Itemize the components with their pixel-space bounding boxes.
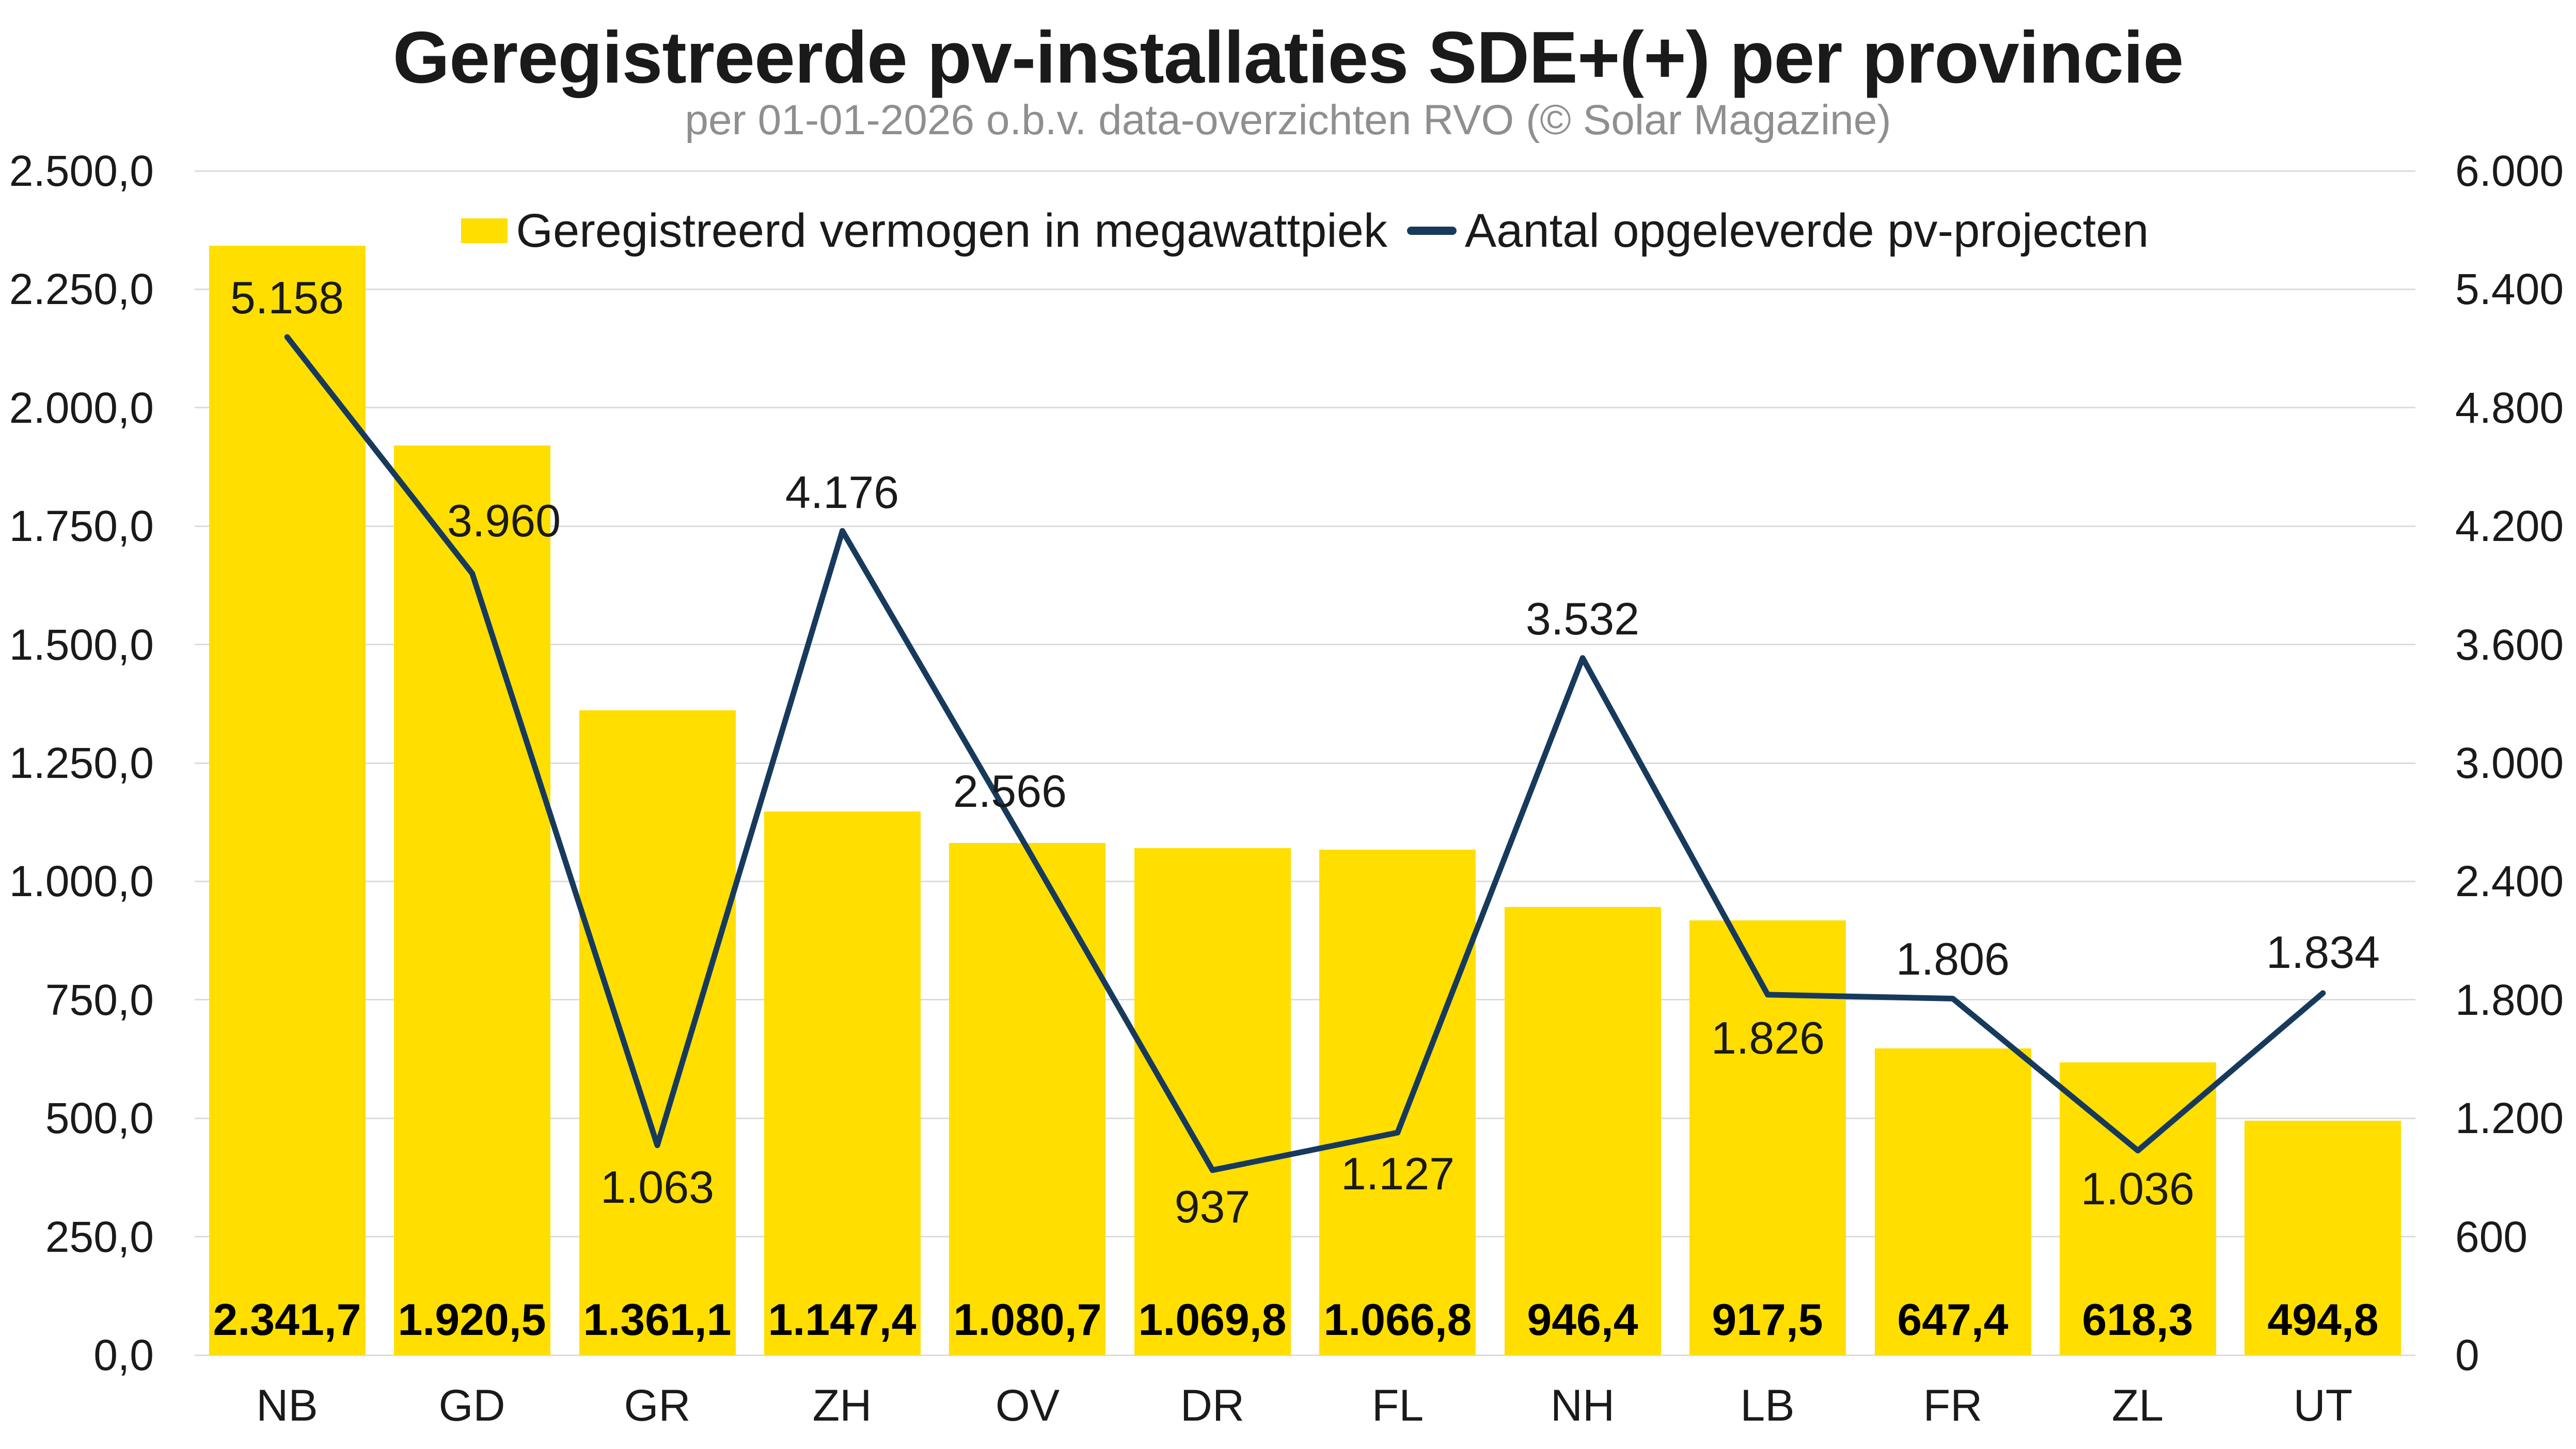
- bar-value-label: 1.066,8: [1323, 1295, 1472, 1345]
- legend-line-label: Aantal opgeleverde pv-projecten: [1464, 204, 2149, 257]
- line-series-path: [284, 334, 2326, 1173]
- y-axis-left-tick-label: 2.000,0: [9, 384, 154, 432]
- bar-value-label: 917,5: [1712, 1295, 1823, 1345]
- bar: [949, 843, 1105, 1355]
- line-point-label: 3.532: [1525, 593, 1640, 644]
- page-title: Geregistreerde pv-installaties SDE+(+) p…: [392, 17, 2184, 99]
- y-axis-left-tick-label: 2.500,0: [9, 147, 154, 195]
- line-point-label: 1.834: [2266, 927, 2380, 978]
- line-point-label: 4.176: [785, 467, 899, 518]
- line-point-label: 1.127: [1340, 1148, 1455, 1199]
- gridline: [195, 289, 2415, 290]
- line-point-label: 2.566: [953, 766, 1067, 817]
- bar-value-label: 2.341,7: [213, 1295, 361, 1345]
- y-axis-right-tick-label: 4.800: [2455, 384, 2564, 432]
- y-axis-right-tick-label: 5.400: [2455, 265, 2564, 313]
- bar-series-swatch-icon: [461, 218, 508, 243]
- bar: [394, 445, 550, 1355]
- line-point-label: 1.806: [1895, 933, 2010, 984]
- y-axis-left-tick-label: 750,0: [45, 976, 154, 1024]
- gridline: [195, 881, 2415, 882]
- bar: [2245, 1121, 2401, 1355]
- y-axis-right-tick-label: 1.200: [2455, 1094, 2564, 1142]
- y-axis-left-tick-label: 1.250,0: [9, 739, 154, 787]
- page-subtitle: per 01-01-2026 o.b.v. data-overzichten R…: [685, 97, 1891, 144]
- bar-value-label: 1.920,5: [398, 1295, 546, 1345]
- bar: [1875, 1048, 2031, 1355]
- x-axis-category-label: FL: [1371, 1381, 1424, 1430]
- y-axis-right-tick-label: 3.000: [2455, 739, 2564, 787]
- bar-value-label: 647,4: [1897, 1295, 2009, 1345]
- bar: [1134, 848, 1291, 1355]
- y-axis-left-tick-label: 1.750,0: [9, 502, 154, 550]
- bar: [1319, 850, 1476, 1355]
- y-axis-left-tick-label: 0,0: [93, 1331, 154, 1379]
- bar-value-label: 1.361,1: [583, 1295, 732, 1345]
- bar: [1505, 907, 1661, 1355]
- x-axis-category-label: FR: [1923, 1381, 1983, 1430]
- bar-value-label: 494,8: [2267, 1295, 2379, 1345]
- y-axis-left-tick-label: 1.000,0: [9, 857, 154, 905]
- gridline: [195, 999, 2415, 1000]
- y-axis-right-tick-label: 3.600: [2455, 620, 2564, 669]
- y-axis-left-tick-label: 250,0: [45, 1213, 154, 1261]
- y-axis-right-tick-label: 2.400: [2455, 857, 2564, 905]
- y-axis-right-tick-label: 6.000: [2455, 147, 2564, 195]
- y-axis-right-tick-label: 600: [2455, 1213, 2528, 1261]
- x-axis-category-label: DR: [1180, 1381, 1245, 1430]
- gridline: [195, 762, 2415, 764]
- chart-legend: Geregistreerd vermogen in megawattpiek A…: [195, 202, 2415, 259]
- line-point-label: 1.826: [1711, 1012, 1825, 1063]
- x-axis-category-label: LB: [1740, 1381, 1795, 1430]
- gridline: [195, 1118, 2415, 1119]
- bar: [579, 710, 736, 1355]
- gridline: [195, 526, 2415, 527]
- line-series-swatch-icon: [1406, 227, 1457, 235]
- y-axis-left-tick-label: 500,0: [45, 1094, 154, 1142]
- y-axis-right-tick-label: 1.800: [2455, 976, 2564, 1024]
- legend-bar-label: Geregistreerd vermogen in megawattpiek: [516, 204, 1387, 257]
- line-point-label: 1.036: [2080, 1163, 2195, 1214]
- x-axis-category-label: NH: [1550, 1381, 1615, 1430]
- bar-value-label: 1.069,8: [1138, 1295, 1287, 1345]
- line-point-label: 937: [1174, 1181, 1251, 1232]
- gridline: [195, 407, 2415, 408]
- x-axis-category-label: UT: [2293, 1381, 2353, 1430]
- y-axis-left-tick-label: 2.250,0: [9, 265, 154, 313]
- x-axis-category-label: OV: [995, 1381, 1060, 1430]
- line-point-label: 3.960: [447, 495, 561, 546]
- line-point-label: 1.063: [600, 1161, 715, 1213]
- legend-item-line: Aantal opgeleverde pv-projecten: [1406, 204, 2149, 258]
- bar-value-label: 618,3: [2082, 1295, 2193, 1345]
- gridline: [195, 644, 2415, 645]
- line-point-label: 5.158: [230, 272, 344, 323]
- legend-item-bar: Geregistreerd vermogen in megawattpiek: [461, 204, 1387, 258]
- y-axis-right-tick-label: 4.200: [2455, 502, 2564, 550]
- x-axis-category-label: NB: [256, 1381, 318, 1430]
- x-axis-category-label: ZH: [812, 1381, 872, 1430]
- x-axis-category-label: GR: [624, 1381, 691, 1430]
- gridline: [195, 170, 2415, 172]
- x-axis-category-label: GD: [438, 1381, 505, 1430]
- gridline: [195, 1355, 2415, 1356]
- y-axis-right-tick-label: 0: [2455, 1331, 2479, 1379]
- bar-value-label: 1.080,7: [953, 1295, 1102, 1345]
- y-axis-left-tick-label: 1.500,0: [9, 620, 154, 669]
- gridline: [195, 1236, 2415, 1237]
- x-axis-category-label: ZL: [2111, 1381, 2164, 1430]
- bar: [764, 811, 921, 1355]
- bar: [209, 246, 366, 1355]
- bar-value-label: 946,4: [1527, 1295, 1638, 1345]
- bar-value-label: 1.147,4: [768, 1295, 916, 1345]
